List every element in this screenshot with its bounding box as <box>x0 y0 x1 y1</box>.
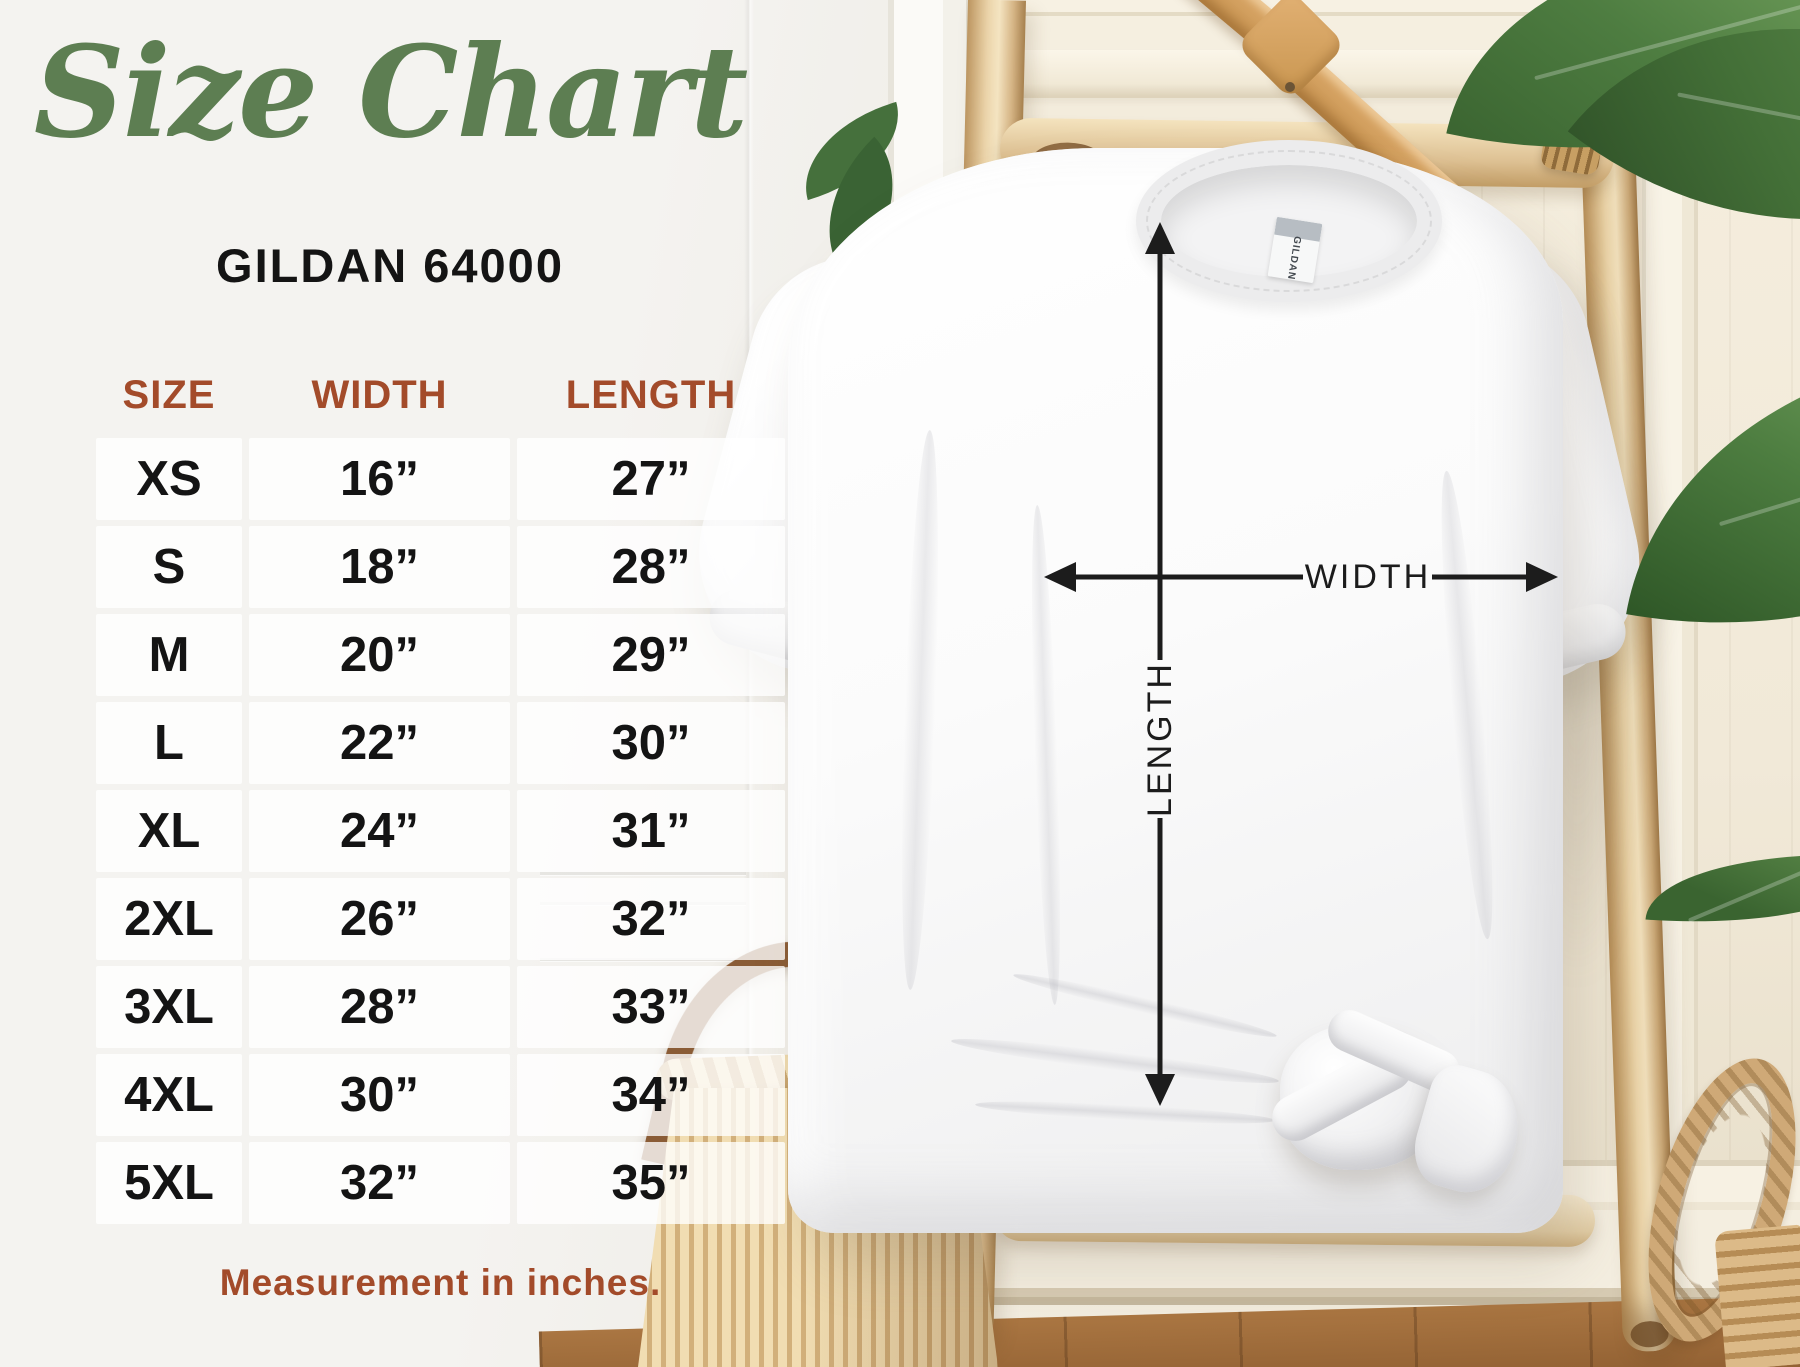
door-panel-line <box>540 902 746 905</box>
door-panel-line <box>540 872 746 875</box>
width-dimension-label: WIDTH <box>1304 557 1432 596</box>
basket-body <box>1714 1224 1800 1367</box>
hanger-screw <box>1285 82 1295 92</box>
neck-tag-text: GILDAN® <box>1282 235 1303 284</box>
length-dimension-label: LENGTH <box>1140 661 1179 817</box>
tshirt-knot <box>1262 1003 1533 1204</box>
woven-basket-right <box>1620 1042 1800 1367</box>
neck-tag: GILDAN® <box>1267 216 1323 284</box>
